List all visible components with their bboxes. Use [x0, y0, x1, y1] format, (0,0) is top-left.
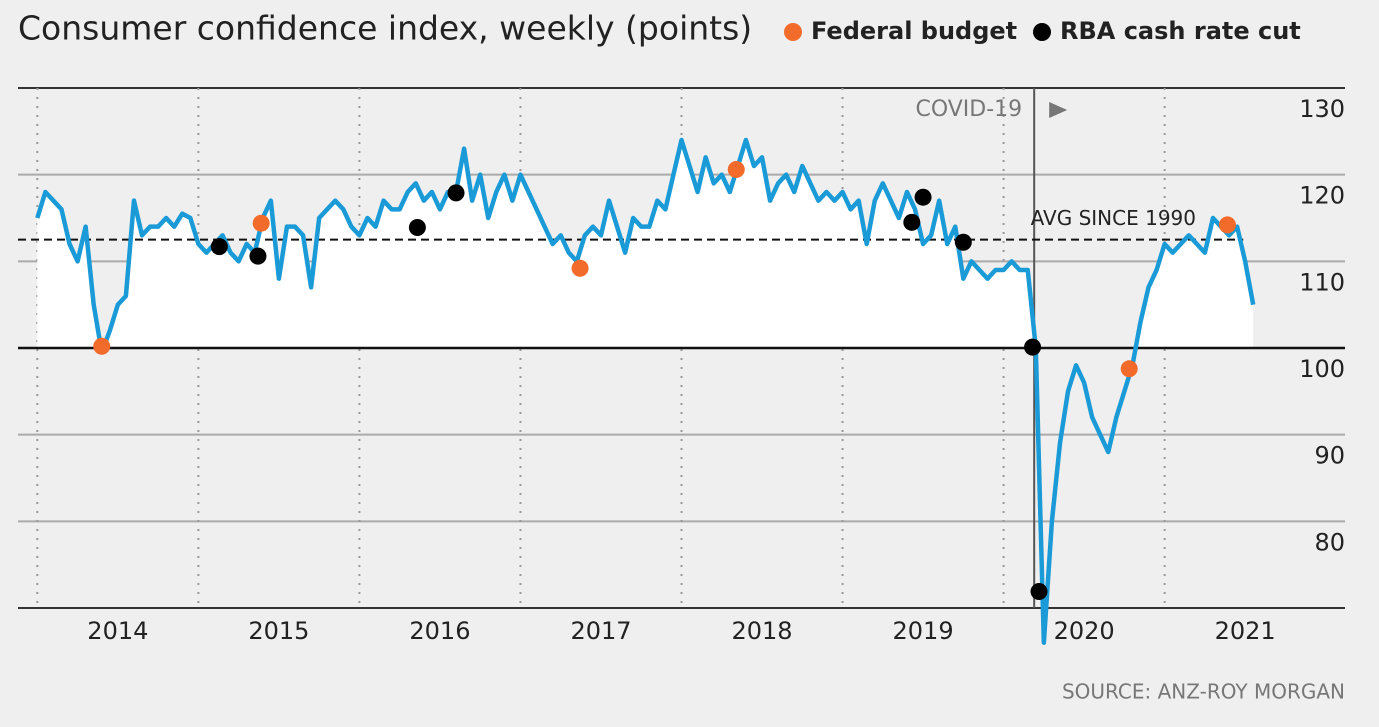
event-dot	[447, 184, 465, 202]
event-dot	[252, 214, 270, 232]
index-line	[35, 137, 1256, 645]
y-tick-label: 110	[1299, 268, 1345, 296]
event-dot	[914, 188, 932, 206]
event-dot	[727, 160, 745, 178]
area-fill	[37, 140, 1254, 348]
event-dot	[1218, 216, 1236, 234]
event-dot	[210, 238, 228, 256]
x-tick-label: 2017	[570, 617, 631, 645]
legend-dot	[784, 23, 802, 41]
event-dot	[571, 259, 589, 277]
event-dot	[903, 213, 921, 231]
y-tick-label: 120	[1299, 182, 1345, 210]
x-tick-label: 2020	[1054, 617, 1115, 645]
x-tick-label: 2021	[1215, 617, 1276, 645]
event-dot	[954, 233, 972, 251]
y-tick-label: 130	[1299, 95, 1345, 123]
event-dot	[1024, 338, 1042, 356]
avg-label: AVG SINCE 1990	[1031, 206, 1196, 230]
legend-dot	[1033, 23, 1051, 41]
legend-label: RBA cash rate cut	[1060, 17, 1301, 45]
chart-title: Consumer confidence index, weekly (point…	[18, 9, 752, 48]
event-dot	[408, 219, 426, 237]
event-dot	[1120, 360, 1138, 378]
source: SOURCE: ANZ-ROY MORGAN	[1062, 680, 1345, 704]
covid-label: COVID-19	[915, 97, 1022, 122]
x-tick-label: 2016	[409, 617, 470, 645]
covid-arrow	[1049, 102, 1068, 118]
event-dot	[93, 337, 111, 355]
event-dot	[249, 247, 267, 265]
x-tick-label: 2018	[731, 617, 792, 645]
x-tick-label: 2015	[248, 617, 309, 645]
event-dot	[1030, 583, 1048, 601]
legend-label: Federal budget	[811, 17, 1017, 45]
y-tick-label: 100	[1299, 355, 1345, 383]
y-tick-label: 80	[1314, 528, 1345, 556]
y-tick-label: 90	[1314, 442, 1345, 470]
x-tick-label: 2019	[893, 617, 954, 645]
x-tick-label: 2014	[87, 617, 148, 645]
